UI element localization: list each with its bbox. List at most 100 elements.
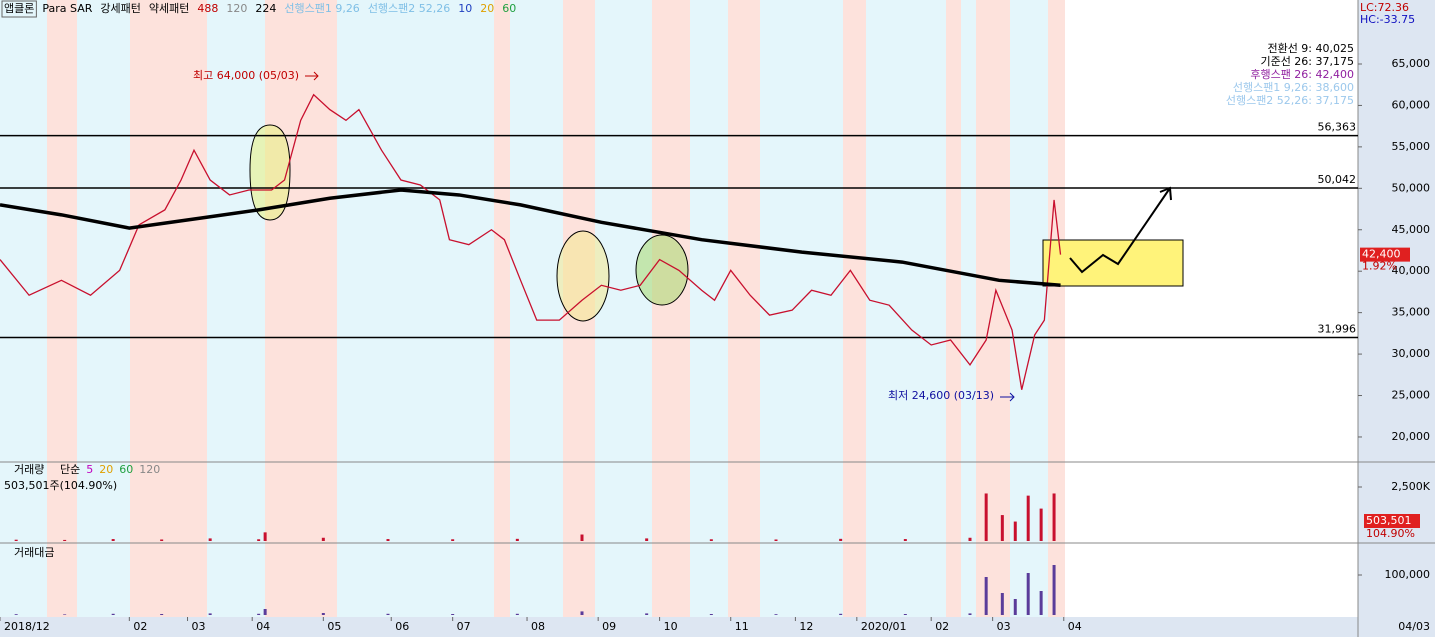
price-line [0,93,1062,390]
y-tick-label: 45,000 [1392,223,1431,236]
bar [1026,573,1030,615]
x-tick-label: 02 [935,620,949,633]
y-tick-label: 35,000 [1392,306,1431,319]
x-tick-label: 02 [133,620,147,633]
header-item: 선행스팬2 52,26 [368,2,450,15]
header-item: 488 [197,2,218,15]
header: 앱클론 Para SAR 강세패턴 약세패턴 488 120 224 선행스팬1 9,26 선행… [1,0,516,18]
annotation-arrow [1000,392,1015,402]
bar [515,538,519,541]
bar [263,609,267,615]
legend-item: 5 [86,463,93,476]
bar [968,537,972,541]
stripe [130,0,207,617]
bar [968,613,972,615]
bar [257,613,261,615]
bar [321,613,325,615]
bar [386,539,390,541]
x-tick-label: 2020/01 [861,620,907,633]
header-item: 앱클론 [4,2,34,15]
bar [774,614,778,615]
header-item: 강세패턴 [100,2,140,15]
ichimoku-label: 선행스팬2 52,26: 37,175 [1226,94,1354,107]
bar [1000,515,1004,541]
volume-info: 503,501주(104.90%) [4,479,117,492]
bar [839,613,843,615]
stripe [976,0,1010,617]
bar [1013,599,1017,615]
bar [645,613,649,615]
x-tick-label: 06 [395,620,409,633]
bar [14,539,18,541]
y-tick-label: 50,000 [1392,181,1431,194]
last-volume-box [1364,514,1420,528]
y-tick-label: 20,000 [1392,430,1431,443]
x-tick-label: 03 [192,620,206,633]
x-tick-label: 04 [1068,620,1082,633]
bar [63,614,67,615]
header-item: 선행스팬1 9,26 [284,2,359,15]
legend-item: 20 [99,463,113,476]
lc-label: LC:72.36 [1360,1,1409,14]
highlight-ellipse [249,124,291,221]
x-axis-panel [0,617,1435,637]
bar [1039,591,1043,615]
axis-panel [1358,0,1435,637]
bar [257,539,261,541]
ichimoku-label: 전환선 9: 40,025 [1267,42,1354,55]
y-tick-label: 55,000 [1392,140,1431,153]
bar [451,539,455,541]
last-price-label: 42,400 [1362,248,1401,261]
bar [1026,495,1030,541]
header-item: 224 [255,2,276,15]
hc-label: HC:-33.75 [1360,13,1415,26]
highlight-box [1042,239,1184,287]
bar [160,614,164,615]
level-label: 50,042 [1318,173,1357,186]
bar [208,538,212,541]
y-tick-label: 2,500K [1391,480,1430,493]
header-item: 60 [502,2,516,15]
change-label: 1.92% [1362,260,1397,273]
bar [839,538,843,541]
level-label: 31,996 [1318,323,1357,336]
ichimoku-label: 선행스팬1 9,26: 38,600 [1233,81,1354,94]
highlight-ellipse [556,230,610,322]
bar [321,537,325,541]
bar [515,613,519,615]
panel-title: 거래량 [14,463,44,476]
header-item: 10 [458,2,472,15]
bar [14,614,18,615]
x-tick-label: 09 [602,620,616,633]
bar [709,539,713,541]
bar [451,614,455,615]
bar [63,539,67,541]
bar [111,613,115,615]
x-tick-label: 04 [256,620,270,633]
x-tick-label: 11 [735,620,749,633]
annotation-arrow [305,71,319,81]
y-tick-label: 65,000 [1392,57,1431,70]
bar [903,614,907,615]
header-box [1,0,37,18]
bar [160,539,164,541]
bar [580,534,584,541]
level-label: 56,363 [1318,121,1357,134]
x-tick-label: 05 [327,620,341,633]
stripe [494,0,510,617]
price-line [0,188,1061,288]
header-item: 120 [226,2,247,15]
bar [1052,565,1056,615]
bar [1013,521,1017,541]
stripe [728,0,760,617]
low-annotation: 최저 24,600 (03/13) [888,389,994,402]
legend-item: 단순 [60,463,80,476]
bar [984,577,988,615]
bar [903,539,907,541]
bar [1039,508,1043,541]
stripe [265,0,337,617]
highlight-ellipse [635,234,689,306]
last-price-box [1360,247,1410,262]
bar [1000,593,1004,615]
